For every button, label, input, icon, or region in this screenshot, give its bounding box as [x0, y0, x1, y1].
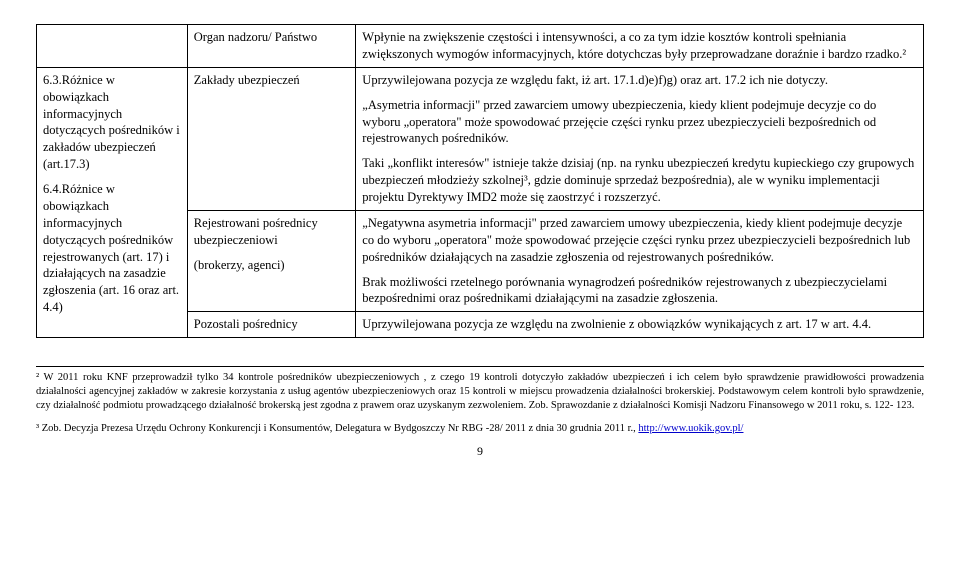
cell-zaklady: Zakłady ubezpieczeń [187, 67, 356, 210]
para: (brokerzy, agenci) [194, 257, 350, 274]
page-number: 9 [36, 444, 924, 459]
para: „Negatywna asymetria informacji" przed z… [362, 215, 917, 266]
footnotes: ² W 2011 roku KNF przeprowadził tylko 34… [36, 366, 924, 436]
cell-pozostali-desc: Uprzywilejowana pozycja ze względu na zw… [356, 312, 924, 338]
para: Uprzywilejowana pozycja ze względu fakt,… [362, 72, 917, 89]
table-row: Organ nadzoru/ Państwo Wpłynie na zwięks… [37, 25, 924, 68]
cell-roznice: 6.3.Różnice w obowiązkach informacyjnych… [37, 67, 188, 337]
table-row: 6.3.Różnice w obowiązkach informacyjnych… [37, 67, 924, 210]
cell-organ-nadzoru: Organ nadzoru/ Państwo [187, 25, 356, 68]
para: Rejestrowani pośrednicy ubezpieczeniowi [194, 215, 350, 249]
cell-rejestrowani: Rejestrowani pośrednicy ubezpieczeniowi … [187, 210, 356, 311]
footnote-2-text: ² W 2011 roku KNF przeprowadził tylko 34… [36, 372, 924, 411]
cell-wplynie: Wpłynie na zwiększenie częstości i inten… [356, 25, 924, 68]
para-63: 6.3.Różnice w obowiązkach informacyjnych… [43, 72, 181, 173]
document-table: Organ nadzoru/ Państwo Wpłynie na zwięks… [36, 24, 924, 338]
cell-zaklady-desc: Uprzywilejowana pozycja ze względu fakt,… [356, 67, 924, 210]
para: „Asymetria informacji" przed zawarciem u… [362, 97, 917, 148]
para: Taki „konflikt interesów" istnieje także… [362, 155, 917, 206]
footnote-3-text: ³ Zob. Decyzja Prezesa Urzędu Ochrony Ko… [36, 423, 638, 434]
para: Brak możliwości rzetelnego porównania wy… [362, 274, 917, 308]
cell-pozostali: Pozostali pośrednicy [187, 312, 356, 338]
footnote-3: ³ Zob. Decyzja Prezesa Urzędu Ochrony Ko… [36, 422, 924, 436]
para-64: 6.4.Różnice w obowiązkach informacyjnych… [43, 181, 181, 316]
footnote-3-link[interactable]: http://www.uokik.gov.pl/ [638, 423, 743, 434]
footnote-2: ² W 2011 roku KNF przeprowadził tylko 34… [36, 371, 924, 414]
cell-left-empty [37, 25, 188, 68]
cell-rejestrowani-desc: „Negatywna asymetria informacji" przed z… [356, 210, 924, 311]
